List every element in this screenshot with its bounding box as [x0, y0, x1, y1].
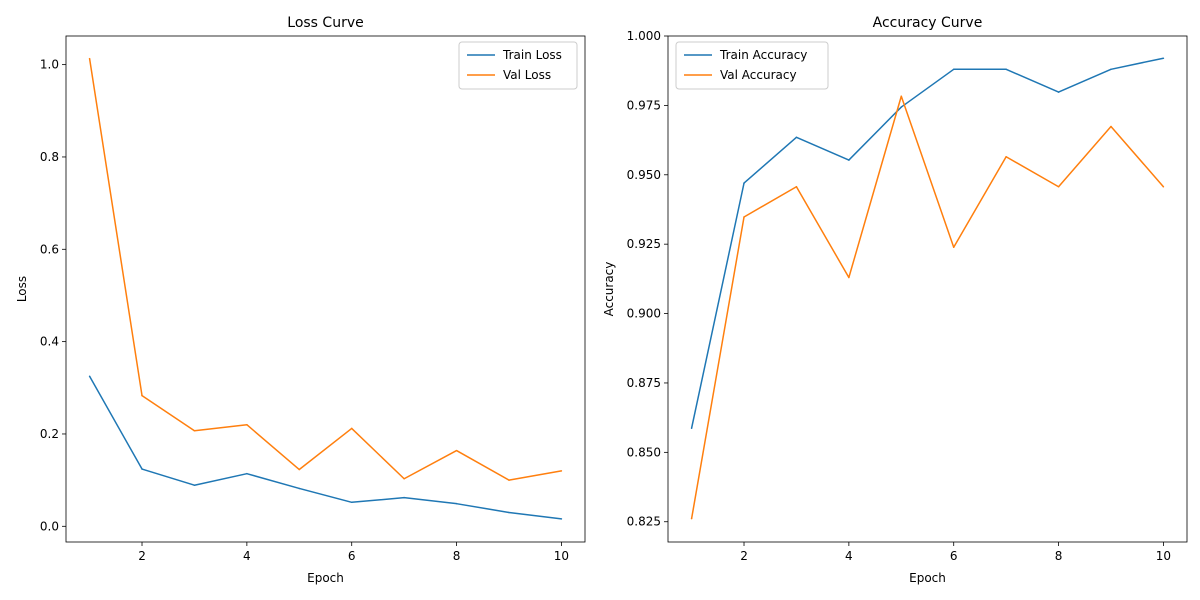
data-point	[455, 502, 458, 505]
data-point	[1005, 155, 1007, 158]
x-tick-label: 4	[243, 549, 251, 563]
y-tick-label: 0.925	[627, 237, 661, 251]
x-tick-label: 6	[348, 549, 356, 563]
data-point	[952, 68, 955, 71]
data-point	[88, 57, 91, 60]
y-tick-label: 0.950	[627, 168, 661, 182]
y-tick-label: 0.900	[627, 307, 661, 321]
data-point	[298, 487, 301, 490]
y-axis-label: Accuracy	[602, 262, 616, 317]
data-point	[403, 496, 405, 499]
data-point	[298, 468, 301, 471]
data-point	[455, 449, 458, 452]
x-tick-label: 10	[554, 549, 569, 563]
plot-frame	[65, 35, 586, 543]
series-line-1	[690, 57, 1164, 429]
data-point	[1110, 125, 1112, 128]
legend-entry: Train Accuracy	[719, 48, 807, 62]
data-point	[1005, 68, 1007, 71]
y-tick-label: 1.000	[627, 29, 661, 43]
legend: Train Loss Val Loss	[458, 41, 578, 90]
chart-panel-1: Loss Curve 2 4 6 8 10 0.0 0.2 0.4 0.6 0.8 1.0 Epoch L…	[15, 15, 586, 585]
y-tick-label: 0.825	[627, 515, 661, 529]
data-point	[350, 427, 353, 430]
y-tick-label: 0.6	[40, 242, 59, 256]
x-axis-label: Epoch	[307, 571, 344, 585]
x-tick-label: 2	[740, 549, 748, 563]
series-line-2	[88, 58, 562, 481]
data-point	[141, 394, 143, 397]
legend-box	[675, 41, 829, 90]
series-line-1	[88, 375, 562, 520]
chart-panel-2: Accuracy Curve 2 4 6 8 10 0.825 0.850 0.875 0.900…	[602, 15, 1188, 585]
y-tick-label: 1.0	[40, 58, 59, 72]
data-point	[690, 517, 693, 520]
x-tick-label: 6	[950, 549, 958, 563]
data-point	[350, 501, 353, 504]
x-tick-label: 8	[453, 549, 461, 563]
data-point	[508, 511, 510, 514]
data-point	[743, 182, 745, 184]
y-tick-label: 0.875	[627, 376, 661, 390]
legend-entry: Val Accuracy	[720, 68, 797, 82]
data-point	[88, 375, 91, 378]
data-point	[193, 429, 196, 432]
y-tick-label: 0.4	[40, 335, 59, 349]
y-tick-label: 0.975	[627, 98, 661, 112]
chart-title: Accuracy Curve	[873, 15, 983, 31]
data-point	[1057, 91, 1060, 93]
data-point	[900, 106, 903, 108]
data-point	[795, 185, 798, 188]
data-point	[690, 427, 693, 429]
data-point	[560, 518, 563, 520]
x-tick-label: 10	[1156, 549, 1171, 563]
data-point	[246, 423, 248, 426]
x-axis-label: Epoch	[909, 571, 946, 585]
legend-entry: Val Loss	[503, 68, 551, 82]
data-point	[246, 472, 248, 475]
data-point	[1162, 185, 1165, 188]
y-axis-label: Loss	[15, 276, 29, 302]
x-tick-label: 4	[845, 549, 853, 563]
x-tick-label: 8	[1055, 549, 1063, 563]
legend-box	[458, 41, 578, 90]
y-tick-label: 0.8	[40, 150, 59, 164]
y-tick-label: 0.850	[627, 445, 661, 459]
data-point	[508, 479, 510, 481]
data-point	[900, 95, 903, 97]
data-point	[1057, 185, 1060, 188]
data-point	[403, 478, 405, 480]
legend-entry: Train Loss	[502, 48, 562, 62]
data-point	[743, 216, 745, 218]
y-tick-label: 0.2	[40, 427, 59, 441]
data-point	[795, 136, 798, 139]
data-point	[1162, 57, 1165, 59]
x-tick-label: 2	[138, 549, 146, 563]
data-point	[848, 276, 850, 279]
chart-title: Loss Curve	[287, 15, 363, 31]
data-point	[193, 484, 196, 486]
data-point	[141, 468, 143, 470]
series-line-2	[690, 95, 1164, 519]
legend: Train Accuracy Val Accuracy	[675, 41, 829, 90]
data-point	[560, 470, 563, 472]
data-point	[952, 246, 955, 248]
data-point	[848, 159, 850, 161]
data-point	[1110, 68, 1112, 71]
plot-frame	[667, 35, 1188, 543]
y-tick-label: 0.0	[40, 519, 59, 533]
